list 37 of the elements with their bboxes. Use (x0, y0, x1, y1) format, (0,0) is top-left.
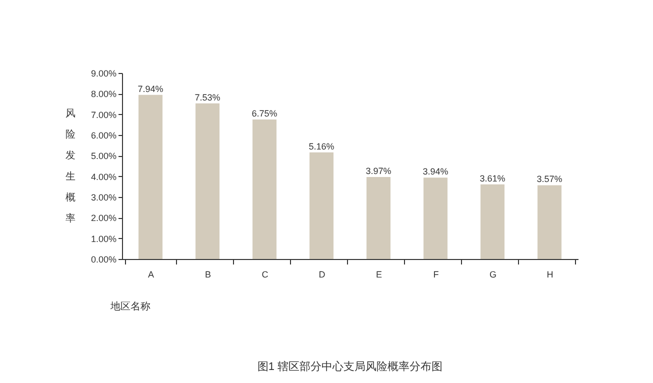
x-tick-label: H (546, 270, 554, 280)
data-label: 6.75% (252, 108, 278, 118)
x-tick-label: E (376, 270, 382, 280)
bar (480, 184, 504, 259)
x-axis-title: 地区名称 (110, 300, 150, 312)
bar (138, 94, 162, 259)
data-label: 7.53% (194, 92, 220, 102)
data-label: 3.97% (366, 166, 392, 176)
bar (366, 176, 390, 259)
x-tick-label: F (433, 270, 440, 280)
bar (252, 120, 276, 259)
x-tick-label: A (148, 270, 154, 280)
y-tick-label: 2.00% (90, 213, 116, 224)
text: 图1 辖区部分中心支局风险概率分布图 (257, 360, 443, 373)
x-tick-label: C (262, 270, 269, 280)
y-tick-label: 6.00% (90, 130, 116, 140)
data-label: 3.94% (422, 166, 448, 177)
y-tick-label: 1.00% (90, 234, 116, 244)
data-label: 3.57% (536, 174, 562, 184)
data-label: 5.16% (308, 141, 334, 152)
y-axis-title: 风险发生概率 (66, 108, 76, 224)
y-tick-label: 4.00% (90, 172, 116, 182)
x-tick-label: G (489, 270, 497, 280)
data-label: 3.61% (480, 173, 506, 184)
bar (424, 178, 448, 259)
x-tick-label: D (318, 270, 326, 280)
y-tick-label: 5.00% (90, 151, 116, 162)
bar (310, 152, 334, 259)
y-tick-label: 7.00% (90, 110, 116, 120)
x-tick-label: B (204, 270, 212, 280)
y-tick-label: 3.00% (90, 192, 116, 202)
data-label: 7.94% (138, 84, 164, 94)
bar (538, 185, 562, 259)
bar (196, 103, 220, 259)
y-tick-label: 8.00% (90, 89, 116, 100)
y-tick-label: 0.00% (90, 254, 116, 264)
y-tick-label: 9.00% (90, 68, 116, 78)
